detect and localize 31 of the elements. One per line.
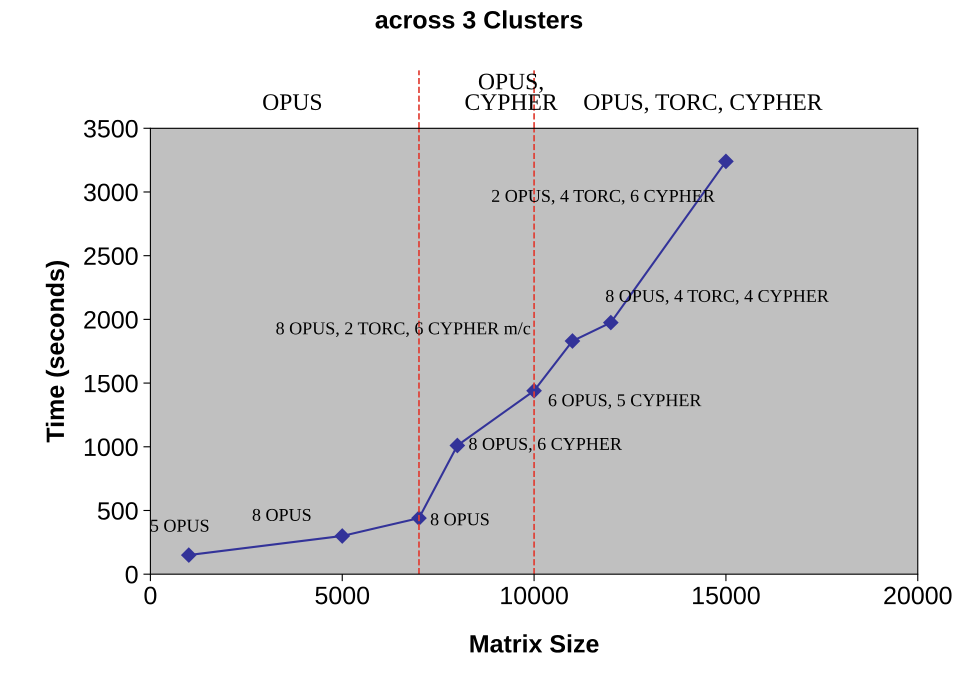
annotation: 8 OPUS, 2 TORC, 6 CYPHER m/c — [276, 322, 530, 338]
x-tick-label: 10000 — [501, 586, 568, 604]
x-tick-label: 15000 — [693, 586, 760, 604]
y-tick-label: 2000 — [84, 310, 138, 329]
x-tick-label: 0 — [144, 586, 156, 604]
point — [181, 548, 196, 563]
x-tick-label: 5000 — [315, 586, 370, 604]
annotation: 8 OPUS — [252, 508, 311, 522]
y-tick-label: 2500 — [84, 247, 138, 265]
y-tick-label: 500 — [98, 502, 138, 520]
point — [718, 154, 734, 169]
y-axis-title: Time (seconds) — [46, 261, 70, 442]
y-tick-label: 3500 — [84, 120, 138, 138]
x-tick-label: 20000 — [884, 586, 952, 604]
chart-title: across 3 Clusters — [376, 10, 582, 29]
text: OPUS, TORC, CYPHER — [584, 94, 823, 114]
point — [450, 438, 465, 454]
x-axis-title: Matrix Size — [470, 634, 599, 653]
y-tick-label: 1500 — [84, 374, 138, 392]
annotation: 6 OPUS, 5 CYPHER — [548, 394, 702, 409]
y-tick-label: 3000 — [84, 184, 138, 202]
y-tick-label: 0 — [126, 566, 138, 584]
point — [334, 528, 350, 544]
text: OPUS, CYPHER — [465, 74, 558, 110]
y-tick-label: 1000 — [84, 438, 138, 456]
point — [603, 314, 618, 330]
annotation: 8 OPUS — [430, 513, 489, 526]
annotation: 5 OPUS — [150, 520, 208, 532]
text: OPUS — [263, 94, 322, 110]
annotation: 8 OPUS, 6 CYPHER — [469, 438, 622, 453]
point — [564, 333, 580, 349]
